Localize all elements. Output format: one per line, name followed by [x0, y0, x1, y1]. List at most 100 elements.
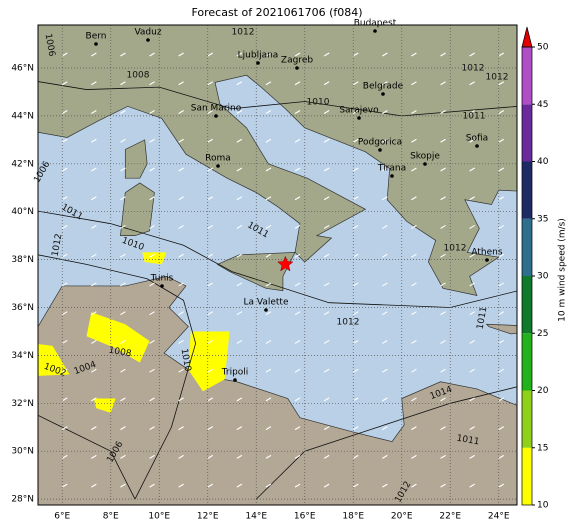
x-tick-label: 14°E	[245, 512, 267, 522]
wind-barb	[469, 81, 475, 86]
wind-barb	[440, 454, 446, 459]
isobar-label: 1012	[444, 244, 467, 254]
wind-barb	[294, 224, 301, 229]
wind-barb	[352, 483, 359, 488]
wind-barb	[440, 282, 446, 287]
wind-area	[188, 331, 230, 392]
wind-barb	[207, 52, 214, 57]
wind-barb	[294, 339, 301, 344]
wind-barb	[382, 196, 388, 201]
isobar	[38, 254, 197, 500]
isobar	[38, 414, 136, 500]
wind-barb	[207, 224, 214, 229]
wind-barb	[411, 138, 417, 143]
city-marker	[256, 61, 260, 65]
wind-barb	[178, 368, 184, 373]
wind-barb	[236, 311, 243, 316]
wind-barb	[91, 397, 97, 402]
wind-barb	[411, 368, 417, 373]
wind-barb	[61, 483, 68, 488]
wind-barb	[352, 167, 359, 172]
colorbar-tick-label: 30	[537, 272, 549, 282]
wind-barb	[61, 224, 68, 229]
isobar-label: 1012	[232, 28, 255, 38]
wind-area	[142, 252, 167, 265]
land-africa	[38, 275, 517, 505]
wind-barb	[91, 426, 97, 431]
wind-barb	[411, 282, 417, 287]
x-tick-label: 24°E	[488, 512, 510, 522]
wind-barb	[352, 339, 359, 344]
wind-barb	[294, 52, 301, 57]
y-tick-label: 38°N	[11, 255, 34, 265]
wind-barb	[411, 81, 417, 86]
wind-barb	[498, 282, 505, 287]
wind-barb	[411, 110, 417, 114]
wind-barb	[440, 426, 446, 431]
wind-barb	[207, 138, 214, 143]
wind-barb	[411, 311, 417, 316]
wind-barb	[149, 81, 155, 86]
wind-barb	[469, 397, 475, 402]
wind-barb	[265, 52, 272, 57]
wind-barb	[178, 253, 184, 258]
wind-barb	[382, 224, 388, 229]
wind-barb	[469, 167, 475, 172]
wind-barb	[265, 311, 272, 316]
wind-barb	[469, 138, 475, 143]
map-frame	[37, 24, 518, 506]
wind-barb	[149, 368, 155, 373]
city-marker	[381, 92, 385, 96]
map-area	[38, 25, 517, 505]
wind-barb	[382, 167, 388, 172]
isobar-label: 1008	[127, 71, 150, 81]
wind-barb	[178, 339, 184, 344]
wind-barb	[382, 368, 388, 373]
x-tick-label: 8°E	[103, 512, 119, 522]
wind-barb	[178, 483, 184, 488]
wind-barb	[498, 81, 505, 86]
wind-barb	[91, 52, 97, 57]
wind-barb	[352, 282, 359, 287]
wind-barb	[91, 483, 97, 488]
city-label: Zagreb	[281, 56, 313, 66]
wind-barb	[323, 339, 330, 344]
wind-barb	[91, 339, 97, 344]
wind-barb	[61, 138, 68, 143]
wind-barb	[91, 253, 97, 258]
city-marker	[485, 258, 489, 262]
wind-barb	[236, 426, 243, 431]
city-marker	[390, 174, 394, 178]
wind-barb	[323, 81, 330, 86]
city-label: Tripoli	[221, 368, 249, 378]
wind-barb	[265, 397, 272, 402]
wind-barb	[294, 138, 301, 143]
city-marker	[264, 308, 268, 312]
wind-barb	[236, 167, 243, 172]
y-tick-label: 30°N	[11, 447, 34, 457]
wind-barb	[265, 81, 272, 86]
wind-barb	[352, 253, 359, 258]
wind-barb	[236, 81, 243, 86]
isobar-label: 1012	[51, 233, 65, 257]
wind-barb	[352, 52, 359, 57]
wind-barb	[323, 368, 330, 373]
wind-barb	[120, 282, 126, 287]
wind-barb	[265, 339, 272, 344]
city-marker	[423, 162, 427, 166]
isobar-label: 1008	[108, 346, 133, 360]
wind-barb	[178, 81, 184, 86]
wind-barb	[61, 110, 68, 114]
x-tick-label: 12°E	[197, 512, 219, 522]
wind-barb	[382, 282, 388, 287]
wind-barb	[323, 397, 330, 402]
wind-barb	[469, 253, 475, 258]
wind-area	[86, 312, 150, 363]
wind-barb	[236, 253, 243, 258]
city-label: Budapest	[354, 19, 397, 29]
wind-barb	[411, 454, 417, 459]
city-marker	[378, 148, 382, 152]
wind-barb	[440, 110, 446, 114]
city-label: La Valette	[244, 298, 289, 308]
wind-barb	[469, 52, 475, 57]
